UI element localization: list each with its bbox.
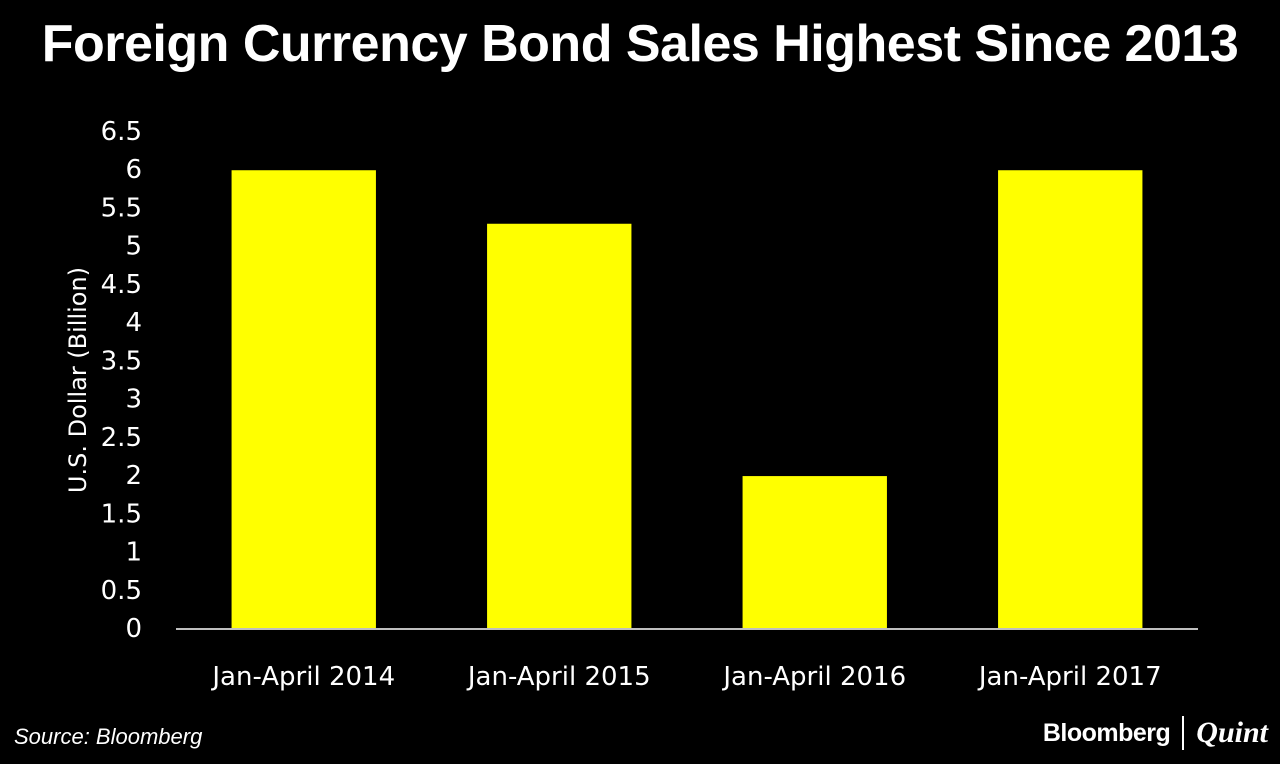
x-tick-label: Jan-April 2014 [210,662,395,692]
bar-2 [487,223,632,629]
y-tick-label: 6.5 [101,117,142,147]
y-tick-label: 0 [125,614,142,644]
y-tick-label: 5 [125,232,142,262]
y-tick-label: 4 [125,308,142,338]
y-tick-label: 4.5 [101,270,142,300]
y-tick-label: 5.5 [101,193,142,223]
branding: Bloomberg Quint [1043,716,1268,750]
source-note: Source: Bloomberg [14,724,203,749]
y-tick-label: 1.5 [101,499,142,529]
x-tick-label: Jan-April 2015 [466,662,651,692]
x-tick-label: Jan-April 2017 [977,662,1162,692]
y-tick-label: 1 [125,538,142,568]
y-axis-title: U.S. Dollar (Billion) [64,267,92,493]
brand-divider [1182,716,1185,750]
chart-title: Foreign Currency Bond Sales Highest Sinc… [41,15,1239,73]
brand-bloomberg-logo: Bloomberg [1042,718,1171,747]
bar-4 [998,170,1143,629]
y-tick-label: 3 [125,385,142,415]
x-tick-label: Jan-April 2016 [721,662,906,692]
y-tick-label: 2.5 [101,423,142,453]
y-tick-label: 2 [125,461,142,491]
bar-1 [231,170,376,629]
brand-quint-logo: Quint [1196,716,1268,749]
y-tick-label: 0.5 [101,576,142,606]
y-tick-label: 6 [125,155,142,185]
y-tick-label: 3.5 [101,346,142,376]
bar-3 [742,476,887,629]
